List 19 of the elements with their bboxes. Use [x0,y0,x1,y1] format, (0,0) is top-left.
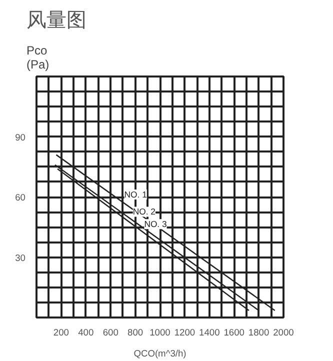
x-tick-label: 1200 [174,328,196,338]
series-label: NO. 3 [144,219,167,230]
x-tick-label: 1600 [224,328,244,338]
y-tick-label: 60 [15,192,26,202]
y-axis-title: Pco (Pa) [26,44,50,72]
x-tick-label: 800 [128,328,144,338]
x-tick-label: 1400 [199,328,220,338]
x-axis-title: QCO(m^3/h) [134,348,186,358]
x-tick-label: 2000 [273,328,294,338]
x-tick-label: 200 [53,328,69,338]
series-label: NO. 2 [132,206,156,217]
y-tick-label: 90 [15,132,26,142]
x-tick-label: 600 [102,328,118,338]
x-tick-label: 1000 [150,328,170,338]
x-tick-label: 400 [78,328,94,338]
y-tick-label: 30 [15,252,26,263]
series-label: NO. 1 [124,190,148,200]
x-tick-label: 1800 [248,328,270,338]
chart-title: 风量图 [26,8,86,32]
